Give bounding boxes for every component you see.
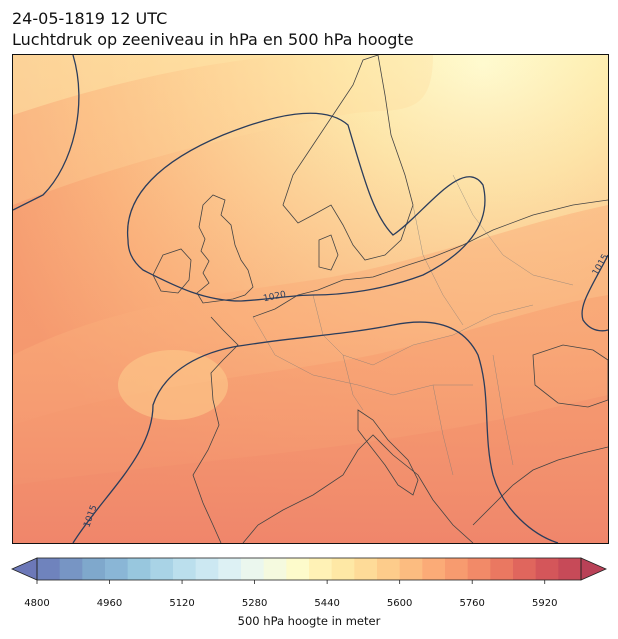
- colorbar-cell: [127, 558, 151, 580]
- colorbar-tick-label: 5920: [531, 598, 558, 609]
- colorbar-cell: [422, 558, 446, 580]
- colorbar-cell: [37, 558, 61, 580]
- isobar-1020: [126, 112, 486, 302]
- map-title-time: 24-05-1819 12 UTC: [12, 9, 168, 28]
- isobars: [13, 55, 608, 543]
- colorbar-cell: [173, 558, 197, 580]
- colorbar-cell: [445, 558, 469, 580]
- colorbar-cell: [354, 558, 378, 580]
- colorbar-cell: [218, 558, 242, 580]
- colorbar-cell: [467, 558, 491, 580]
- coast-black-sea: [532, 344, 608, 408]
- map-title-description: Luchtdruk op zeeniveau in hPa en 500 hPa…: [12, 30, 414, 49]
- map-panel: 1020 1015 1015: [12, 54, 609, 544]
- coast-scandinavia: [282, 55, 414, 261]
- height-low-bay-of-biscay: [118, 350, 228, 420]
- coastlines: [152, 55, 608, 543]
- colorbar-frame: [36, 557, 582, 581]
- colorbar-tick-label: 5760: [459, 598, 485, 609]
- isobar-1015-east: [581, 254, 608, 332]
- coast-italy: [357, 409, 419, 496]
- colorbar-cell: [513, 558, 537, 580]
- country-borders: [252, 174, 574, 476]
- shading-south-overlay: [13, 55, 608, 543]
- colorbar-cell: [399, 558, 423, 580]
- colorbar-cell: [490, 558, 514, 580]
- isobar-1015-west: [13, 55, 80, 211]
- colorbar-label: 500 hPa hoogte in meter: [237, 614, 381, 628]
- colorbar-cells: [37, 558, 582, 580]
- colorbar-tick-label: 4800: [24, 598, 50, 609]
- colorbar-cell: [286, 558, 310, 580]
- colorbar-cell: [535, 558, 559, 580]
- coast-mediterranean: [242, 434, 608, 543]
- colorbar-cell: [82, 558, 106, 580]
- colorbar-cell: [263, 558, 287, 580]
- isobar-label-1020: 1020: [262, 290, 287, 305]
- colorbar-cell: [195, 558, 219, 580]
- colorbar-cell: [241, 558, 265, 580]
- coast-denmark: [318, 234, 339, 271]
- colorbar-cell: [150, 558, 174, 580]
- coast-continent: [192, 199, 608, 543]
- colorbar-tick-label: 5440: [314, 598, 340, 609]
- colorbar-extend-high: [580, 557, 607, 581]
- colorbar-tick-label: 5120: [169, 598, 195, 609]
- colorbar-tick-label: 5280: [241, 598, 268, 609]
- colorbar-cell: [558, 558, 582, 580]
- coast-great-britain: [196, 194, 254, 304]
- colorbar-extend-low: [11, 557, 38, 581]
- coast-ireland: [152, 248, 192, 294]
- colorbar-tick-label: 4960: [96, 598, 123, 609]
- colorbar-cell: [59, 558, 83, 580]
- map-canvas: 1020 1015 1015: [13, 55, 608, 543]
- colorbar-tick-label: 5600: [386, 598, 413, 609]
- colorbar-cell: [105, 558, 129, 580]
- colorbar-cell: [377, 558, 401, 580]
- isobar-1015-south: [72, 321, 559, 543]
- colorbar-cell: [331, 558, 355, 580]
- colorbar-tick-marks: [36, 580, 546, 584]
- colorbar-cell: [309, 558, 333, 580]
- colorbar: [11, 557, 607, 584]
